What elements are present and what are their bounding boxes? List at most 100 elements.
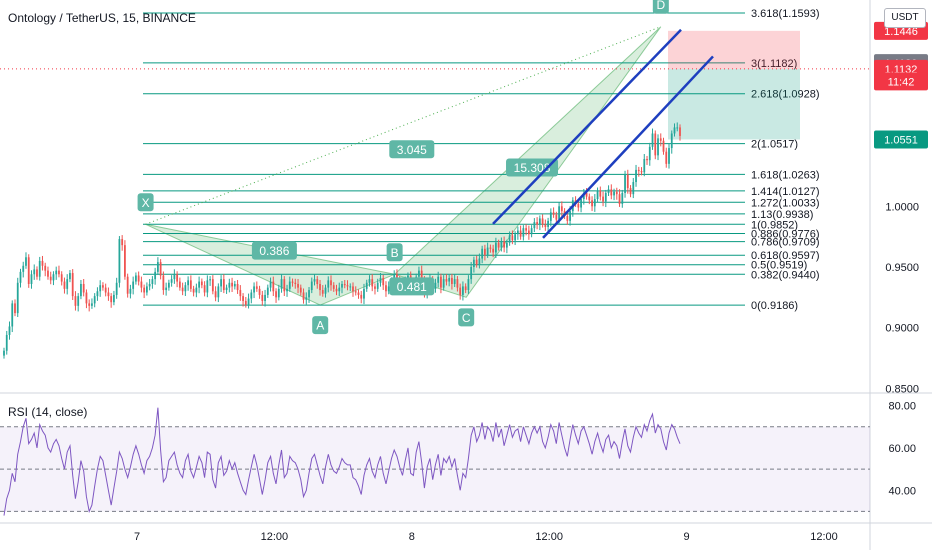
candle-body bbox=[283, 279, 286, 292]
candle-body bbox=[338, 287, 341, 292]
candle-body bbox=[102, 285, 104, 288]
candle-body bbox=[3, 350, 5, 356]
candle-body bbox=[640, 171, 643, 173]
fib-label: 1.414(1.0127) bbox=[751, 186, 820, 198]
candle-body bbox=[206, 280, 209, 293]
candle-body bbox=[264, 294, 266, 301]
candle-body bbox=[195, 287, 198, 293]
candle-body bbox=[544, 224, 547, 227]
candle-body bbox=[478, 258, 481, 265]
candle-body bbox=[258, 288, 261, 295]
candle-body bbox=[376, 282, 379, 289]
candle-body bbox=[41, 260, 44, 266]
candle-body bbox=[22, 265, 25, 272]
time-axis[interactable]: 7 12:00 8 12:00 9 12:00 bbox=[134, 531, 838, 543]
candle-body bbox=[508, 235, 511, 243]
candle-body bbox=[654, 133, 657, 156]
candle-body bbox=[80, 283, 82, 297]
candle-body bbox=[500, 241, 503, 248]
candle-body bbox=[231, 282, 233, 287]
candle-body bbox=[286, 288, 288, 292]
candle-body bbox=[530, 228, 533, 235]
fib-label: 1.272(1.0033) bbox=[751, 197, 820, 209]
candle-body bbox=[313, 279, 316, 282]
candle-body bbox=[651, 133, 654, 147]
candle-body bbox=[621, 192, 624, 204]
candle-body bbox=[599, 190, 602, 197]
candle-body bbox=[514, 234, 517, 241]
candle-body bbox=[200, 281, 203, 286]
pattern-point-label: B bbox=[391, 246, 399, 260]
candle-body bbox=[316, 279, 319, 284]
candle-body bbox=[5, 334, 8, 351]
candle-body bbox=[225, 287, 228, 291]
candle-body bbox=[47, 270, 49, 277]
candle-body bbox=[470, 266, 473, 280]
candle-body bbox=[555, 214, 558, 220]
fib-label: 2.618(1.0928) bbox=[751, 89, 820, 101]
candle-body bbox=[49, 276, 52, 281]
candle-body bbox=[310, 281, 313, 291]
fib-label: 0.618(0.9597) bbox=[751, 250, 820, 262]
candle-body bbox=[36, 269, 38, 277]
candle-body bbox=[203, 285, 206, 293]
candle-body bbox=[143, 287, 146, 293]
candle-body bbox=[25, 257, 27, 266]
candle-body bbox=[566, 216, 569, 221]
trend-channel[interactable] bbox=[492, 28, 714, 239]
candle-body bbox=[503, 241, 506, 248]
price-axis[interactable]: 1.00000.95000.90000.85001.14461.11801.11… bbox=[874, 21, 928, 497]
candle-body bbox=[516, 230, 519, 235]
candle-body bbox=[632, 182, 635, 195]
candle-body bbox=[610, 189, 613, 196]
candle-body bbox=[299, 287, 302, 293]
candle-body bbox=[365, 282, 368, 289]
candle-body bbox=[71, 273, 74, 297]
candle-body bbox=[253, 286, 255, 293]
candle-body bbox=[93, 296, 96, 304]
candle-body bbox=[115, 282, 118, 295]
candle-body bbox=[124, 245, 126, 277]
candle-body bbox=[527, 230, 530, 235]
candle-body bbox=[129, 288, 132, 294]
candle-body bbox=[82, 283, 85, 293]
fib-label: 0.5(0.9519) bbox=[751, 260, 807, 272]
candle-body bbox=[198, 281, 201, 288]
time-tick-label: 12:00 bbox=[535, 531, 563, 543]
candle-body bbox=[332, 285, 335, 289]
candle-body bbox=[481, 248, 484, 259]
position-tool[interactable] bbox=[0, 30, 870, 140]
currency-button[interactable]: USDT bbox=[884, 8, 926, 28]
pattern-point-label: C bbox=[462, 311, 471, 325]
candle-body bbox=[492, 248, 495, 253]
candle-body bbox=[475, 259, 478, 265]
candle-body bbox=[371, 279, 374, 287]
fib-label: 0(0.9186) bbox=[751, 300, 798, 312]
candle-body bbox=[261, 294, 264, 301]
candle-body bbox=[244, 300, 247, 305]
candle-body bbox=[448, 277, 451, 282]
candle-body bbox=[104, 287, 107, 293]
candle-body bbox=[668, 148, 670, 164]
candle-body bbox=[335, 288, 338, 292]
stop-zone bbox=[668, 30, 800, 69]
candle-body bbox=[236, 283, 239, 291]
pattern-point-label: D bbox=[657, 0, 666, 12]
fib-label: 1.13(0.9938) bbox=[751, 209, 813, 221]
candle-body bbox=[626, 174, 629, 189]
candle-body bbox=[665, 151, 668, 164]
candle-body bbox=[8, 326, 11, 335]
candle-body bbox=[393, 274, 396, 281]
candle-body bbox=[596, 190, 599, 200]
candle-body bbox=[162, 275, 165, 291]
candle-body bbox=[165, 287, 168, 291]
candle-body bbox=[330, 280, 332, 286]
candle-body bbox=[151, 279, 154, 284]
candle-body bbox=[459, 287, 462, 295]
price-tick-label: 1.0000 bbox=[885, 201, 919, 213]
candles bbox=[3, 122, 681, 359]
candle-body bbox=[220, 279, 222, 287]
candle-body bbox=[618, 194, 621, 204]
candle-body bbox=[126, 276, 129, 294]
